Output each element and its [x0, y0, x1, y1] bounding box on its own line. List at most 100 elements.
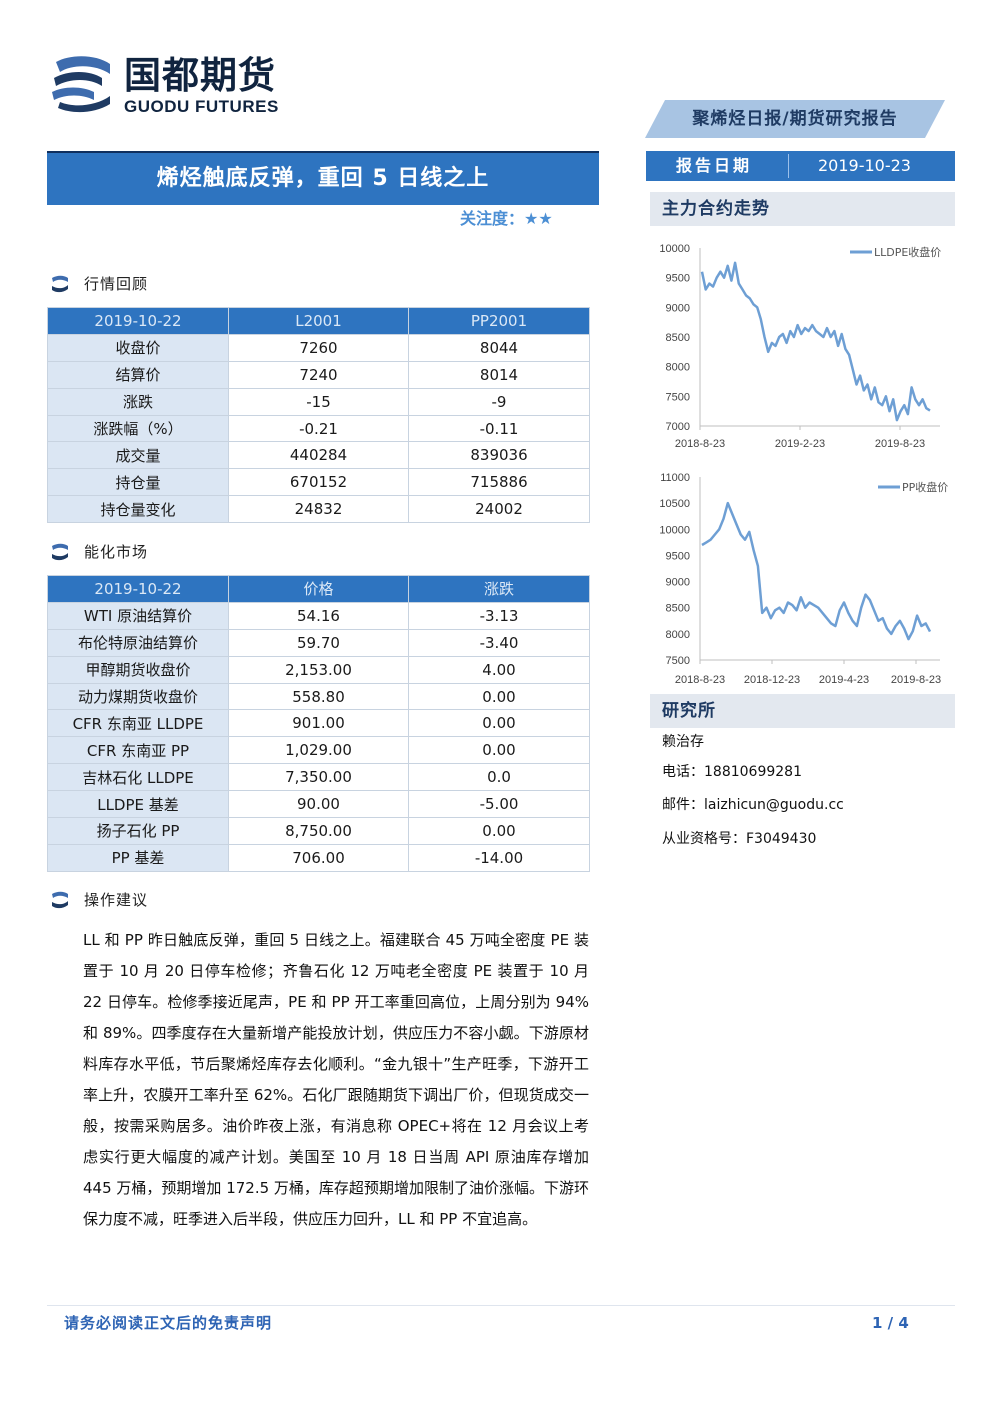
banner-background: [645, 100, 945, 138]
legend-label: PP收盘价: [902, 480, 948, 494]
table-row: PP 基差 706.00 -14.00: [47, 843, 590, 872]
y-tick-label: 9000: [666, 302, 690, 314]
row-label: CFR 东南亚 PP: [47, 736, 229, 765]
section-bullet-icon: [52, 543, 68, 561]
y-tick-label: 7500: [666, 655, 690, 667]
table-cell: 706.00: [228, 843, 409, 872]
table-row: 涨跌 -15 -9: [47, 387, 590, 416]
report-type-label: 聚烯烃日报/期货研究报告: [692, 109, 898, 129]
table-row: 持仓量 670152 715886: [47, 468, 590, 497]
table-cell: -0.21: [228, 414, 409, 443]
x-tick-label: 2019-8-23: [891, 674, 941, 686]
series-line: [701, 501, 932, 641]
pp-chart-svg: 11000 10500 10000 9500 9000 8500 8000 7500 2018-…: [659, 472, 948, 686]
disclaimer-link[interactable]: 请务必阅读正文后的免责声明: [64, 1314, 273, 1332]
x-tick-label: 2019-8-23: [875, 438, 925, 450]
table-cell: 90.00: [228, 790, 409, 819]
table-cell: 2,153.00: [228, 655, 409, 684]
table-cell: -9: [408, 387, 590, 416]
table-header-row: 2019-10-22 价格 涨跌: [47, 575, 590, 603]
table-row: 持仓量变化 24832 24002: [47, 495, 590, 524]
table-cell: -15: [228, 387, 409, 416]
table-cell: 24002: [408, 495, 590, 524]
lldpe-chart: 10000 9500 9000 8500 8000 7500 7000 2018-8-23 20…: [650, 235, 955, 455]
row-label: 成交量: [47, 441, 229, 470]
table-cell: 24832: [228, 495, 409, 524]
y-tick-label: 8500: [666, 603, 690, 615]
table-row: 扬子石化 PP 8,750.00 0.00: [47, 817, 590, 845]
row-label: LLDPE 基差: [47, 790, 229, 819]
y-tick-label: 10000: [659, 524, 690, 536]
table-cell: 715886: [408, 468, 590, 497]
market-table: 2019-10-22 L2001 PP2001 收盘价 7260 8044 结算价 7…: [47, 307, 590, 524]
report-title: 烯烃触底反弹，重回 5 日线之上: [156, 166, 490, 191]
y-tick-label: 9500: [666, 550, 690, 562]
table-header-cell: PP2001: [408, 307, 590, 335]
table-cell: 8044: [408, 333, 590, 362]
table-header-cell: 价格: [228, 575, 409, 603]
table-cell: 901.00: [228, 709, 409, 738]
table-cell: 0.00: [408, 817, 590, 845]
section-title: 能化市场: [84, 543, 149, 561]
section-title: 操作建议: [84, 891, 149, 909]
logo-text-cn: 国都期货: [124, 54, 276, 97]
y-tick-label: 7000: [666, 421, 690, 433]
report-date-value: 2019-10-23: [818, 156, 911, 175]
row-label: 涨跌幅（%）: [47, 414, 229, 443]
y-tick-label: 8500: [666, 332, 690, 344]
table-header-cell: L2001: [228, 307, 409, 335]
attention-rating: 关注度：★★: [460, 209, 553, 228]
table-cell: -3.40: [408, 628, 590, 657]
table-row: 收盘价 7260 8044: [47, 333, 590, 362]
row-label: WTI 原油结算价: [47, 601, 229, 630]
table-header-cell: 2019-10-22: [47, 575, 229, 603]
table-cell: 8,750.00: [228, 817, 409, 845]
row-label: 甲醇期货收盘价: [47, 655, 229, 684]
row-label: 收盘价: [47, 333, 229, 362]
page-number: 1 / 4: [872, 1314, 909, 1332]
table-cell: 440284: [228, 441, 409, 470]
report-date-bar: 报告日期 2019-10-23: [646, 151, 955, 181]
table-cell: 839036: [408, 441, 590, 470]
company-logo: 国都期货 GUODU FUTURES: [50, 52, 290, 118]
section-title: 行情回顾: [84, 275, 149, 293]
x-tick-label: 2019-4-23: [819, 674, 869, 686]
y-tick-label: 8000: [666, 629, 690, 641]
row-label: 吉林石化 LLDPE: [47, 763, 229, 792]
logo-mark-icon: [52, 56, 110, 113]
table-cell: -3.13: [408, 601, 590, 630]
advice-paragraph: LL 和 PP 昨日触底反弹，重回 5 日线之上。福建联合 45 万吨全密度 P…: [83, 931, 589, 1228]
analyst-email: 邮件：laizhicun@guodu.cc: [662, 797, 844, 813]
table-header-row: 2019-10-22 L2001 PP2001: [47, 307, 590, 335]
row-label: 扬子石化 PP: [47, 817, 229, 845]
table-cell: 670152: [228, 468, 409, 497]
research-panel-header: 研究所: [650, 694, 955, 728]
logo-text-en: GUODU FUTURES: [124, 97, 279, 116]
table-cell: 7240: [228, 360, 409, 389]
row-label: PP 基差: [47, 843, 229, 872]
table-row: CFR 东南亚 PP 1,029.00 0.00: [47, 736, 590, 765]
table-row: 布伦特原油结算价 59.70 -3.40: [47, 628, 590, 657]
title-bar: 烯烃触底反弹，重回 5 日线之上: [47, 151, 599, 205]
y-tick-label: 10000: [659, 243, 690, 255]
y-tick-label: 10500: [659, 498, 690, 510]
row-label: 涨跌: [47, 387, 229, 416]
series-line: [700, 261, 931, 422]
x-tick-label: 2018-8-23: [675, 674, 725, 686]
trend-panel-header: 主力合约走势: [650, 192, 955, 226]
report-type-banner: 聚烯烃日报/期货研究报告: [645, 100, 945, 138]
table-cell: 7260: [228, 333, 409, 362]
table-cell: 0.00: [408, 709, 590, 738]
x-tick-label: 2018-8-23: [675, 438, 725, 450]
section-bullet-icon: [52, 275, 68, 293]
row-label: CFR 东南亚 LLDPE: [47, 709, 229, 738]
row-label: 动力煤期货收盘价: [47, 682, 229, 711]
row-label: 持仓量变化: [47, 495, 229, 524]
table-row: 结算价 7240 8014: [47, 360, 590, 389]
trend-panel-title: 主力合约走势: [662, 199, 770, 219]
analyst-name: 赖治存: [662, 734, 704, 750]
table-header-cell: 涨跌: [408, 575, 590, 603]
row-label: 布伦特原油结算价: [47, 628, 229, 657]
y-tick-label: 7500: [666, 391, 690, 403]
table-row: 成交量 440284 839036: [47, 441, 590, 470]
